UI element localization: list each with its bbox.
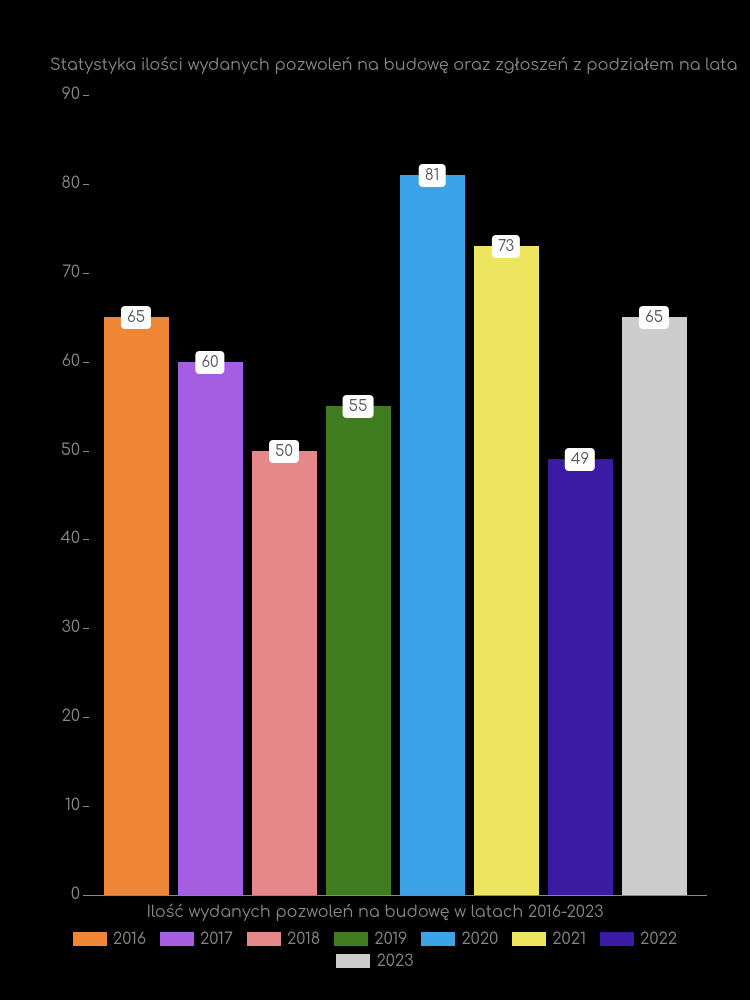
bar-value-label: 60 (195, 351, 224, 374)
legend-item-2023: 2023 (336, 952, 413, 970)
y-tick-label: 70 (40, 263, 80, 281)
legend-item-2021: 2021 (512, 930, 586, 948)
bar-2020 (400, 175, 465, 895)
chart-title: Statystyka ilości wydanych pozwoleń na b… (50, 56, 737, 74)
y-tick-label: 0 (40, 885, 80, 903)
legend-item-2020: 2020 (421, 930, 498, 948)
y-tick-mark (83, 717, 89, 718)
bar-2016 (104, 317, 169, 895)
bar-value-label: 49 (565, 448, 595, 471)
y-tick-mark (83, 539, 89, 540)
y-tick-label: 60 (40, 352, 80, 370)
y-tick-label: 10 (40, 796, 80, 814)
legend-swatch (336, 954, 370, 968)
bar-2017 (178, 362, 243, 895)
y-tick-mark (83, 273, 89, 274)
x-axis-line (83, 895, 707, 896)
y-tick-label: 40 (40, 529, 80, 547)
y-tick-label: 80 (40, 174, 80, 192)
legend-label: 2021 (552, 930, 586, 948)
y-tick-mark (83, 95, 89, 96)
legend-label: 2016 (113, 930, 146, 948)
chart-container: Statystyka ilości wydanych pozwoleń na b… (0, 0, 750, 1000)
legend-swatch (160, 932, 194, 946)
legend-swatch (421, 932, 455, 946)
legend-label: 2022 (640, 930, 677, 948)
legend-swatch (73, 932, 107, 946)
legend-label: 2018 (287, 930, 320, 948)
legend-swatch (600, 932, 634, 946)
legend-label: 2019 (374, 930, 407, 948)
legend-item-2019: 2019 (334, 930, 407, 948)
bar-2023 (622, 317, 687, 895)
bar-value-label: 81 (419, 164, 446, 187)
legend-swatch (512, 932, 546, 946)
legend-label: 2023 (376, 952, 413, 970)
y-tick-mark (83, 628, 89, 629)
legend-item-2018: 2018 (247, 930, 320, 948)
legend-swatch (334, 932, 368, 946)
y-tick-label: 50 (40, 441, 80, 459)
bar-value-label: 65 (639, 306, 669, 329)
legend: 2016 2017 2018 2019 2020 2021 2022 2023 (0, 930, 750, 970)
y-tick-mark (83, 184, 89, 185)
legend-item-2022: 2022 (600, 930, 677, 948)
legend-item-2016: 2016 (73, 930, 146, 948)
y-tick-label: 20 (40, 707, 80, 725)
y-tick-label: 90 (40, 85, 80, 103)
bar-2018 (252, 451, 317, 895)
legend-label: 2017 (200, 930, 233, 948)
bar-value-label: 50 (269, 440, 299, 463)
x-axis-title: Ilość wydanych pozwoleń na budowę w lata… (0, 903, 750, 921)
legend-item-2017: 2017 (160, 930, 233, 948)
legend-label: 2020 (461, 930, 498, 948)
bar-value-label: 73 (492, 235, 520, 258)
y-tick-mark (83, 362, 89, 363)
y-tick-mark (83, 451, 89, 452)
bar-value-label: 65 (121, 306, 151, 329)
bar-2022 (548, 459, 613, 895)
plot-area: 65 60 50 55 81 73 49 65 (95, 95, 695, 895)
y-tick-label: 30 (40, 618, 80, 636)
y-tick-mark (83, 806, 89, 807)
bar-2021 (474, 246, 539, 895)
bar-value-label: 55 (343, 395, 374, 418)
legend-swatch (247, 932, 281, 946)
bar-2019 (326, 406, 391, 895)
